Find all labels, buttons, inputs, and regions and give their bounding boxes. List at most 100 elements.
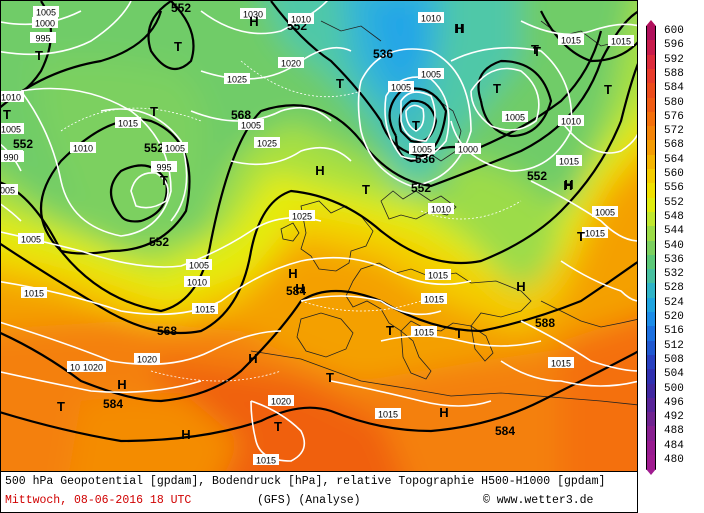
pressure-label: 1005 xyxy=(391,83,411,93)
legend-swatch xyxy=(646,83,656,98)
pressure-label: 1005 xyxy=(412,145,432,155)
legend-entry: 552 xyxy=(640,197,704,213)
legend-entry: 488 xyxy=(640,425,704,442)
legend-swatch xyxy=(646,140,656,156)
pressure-label: 1030 xyxy=(243,10,263,20)
legend-entry: 560 xyxy=(640,168,704,184)
pressure-label: 1020 xyxy=(281,59,301,69)
pressure-label-bg xyxy=(30,32,56,43)
pressure-label-bg xyxy=(224,73,250,84)
geopotential-contour xyxy=(40,118,191,255)
pressure-label: 1005 xyxy=(241,121,261,131)
legend-entry: 548 xyxy=(640,211,704,227)
pressure-label: 990 xyxy=(3,153,18,163)
thickness-line xyxy=(150,370,282,382)
legend-swatch xyxy=(646,369,656,384)
isobar xyxy=(380,335,542,347)
thickness-line xyxy=(300,300,422,312)
pressure-label-bg xyxy=(186,259,212,270)
legend-entry: 564 xyxy=(640,154,704,170)
pressure-label-bg xyxy=(288,13,314,24)
pressure-label-bg xyxy=(1,151,24,162)
legend-entry: 596 xyxy=(640,39,704,56)
low-pressure-marker: T xyxy=(386,323,394,338)
pressure-label: 1005 xyxy=(1,186,15,196)
isobar xyxy=(520,320,637,372)
pressure-label: 995 xyxy=(35,34,50,44)
pressure-label: 1000 xyxy=(35,19,55,29)
low-pressure-marker: T xyxy=(531,42,539,57)
pressure-label: 1015 xyxy=(585,229,605,239)
legend-entry: 492 xyxy=(640,411,704,427)
isobar xyxy=(560,120,637,154)
high-pressure-marker: H xyxy=(288,266,297,281)
geopotential-label: 552 xyxy=(411,181,431,195)
pressure-label-bg xyxy=(558,34,584,45)
isobar xyxy=(1,203,22,222)
legend-value: 584 xyxy=(664,82,684,95)
isobar xyxy=(230,146,352,166)
pressure-label: 1000 xyxy=(458,145,478,155)
legend-entry: 600 xyxy=(640,25,704,41)
isobar xyxy=(200,1,329,35)
color-scale-legend: 600 596 592 588 584 580 576 572 568 564 560 556 552 5… xyxy=(640,20,704,476)
pressure-label-bg xyxy=(418,68,444,79)
legend-bottom-arrow xyxy=(646,469,656,476)
geopotential-label: 568 xyxy=(157,324,177,338)
pressure-label-bg xyxy=(582,227,608,238)
legend-entry: 512 xyxy=(640,340,704,356)
pressure-label-bg xyxy=(253,454,279,465)
legend-swatch xyxy=(646,126,656,141)
legend-swatch xyxy=(646,283,656,299)
pressure-label: 1025 xyxy=(292,212,312,222)
legend-swatch xyxy=(646,440,656,456)
pressure-label: 1015 xyxy=(559,157,579,167)
legend-entry: 500 xyxy=(640,383,704,399)
geopotential-contour xyxy=(477,59,553,138)
legend-swatch xyxy=(646,26,656,41)
isobar xyxy=(400,91,436,142)
thickness-line xyxy=(240,60,362,98)
geopotential-label: 588 xyxy=(535,316,555,330)
legend-entry: 484 xyxy=(640,440,704,456)
pressure-label: 1005 xyxy=(165,144,185,154)
geopotential-label: 552 xyxy=(149,235,169,249)
isobar xyxy=(300,295,442,316)
low-pressure-marker: T xyxy=(3,107,11,122)
legend-value: 588 xyxy=(664,67,684,80)
pressure-label-bg xyxy=(268,395,294,406)
coastline xyxy=(280,222,300,242)
legend-entry: 540 xyxy=(640,240,704,256)
pressure-label-bg xyxy=(134,353,160,364)
high-pressure-marker: H xyxy=(181,427,190,442)
pressure-label: 1015 xyxy=(24,289,44,299)
legend-swatch xyxy=(646,169,656,184)
pressure-label: 1020 xyxy=(83,363,103,373)
pressure-label-bg xyxy=(254,137,280,148)
legend-value: 536 xyxy=(664,253,684,266)
legend-entry: 480 xyxy=(640,454,704,470)
isobar xyxy=(190,106,332,122)
pressure-label-bg xyxy=(289,210,315,221)
pressure-label-bg xyxy=(80,361,106,372)
high-pressure-marker: H xyxy=(454,21,463,36)
legend-value: 596 xyxy=(664,39,684,52)
pressure-label: 1010 xyxy=(421,14,441,24)
pressure-label-bg xyxy=(1,184,18,195)
legend-swatch xyxy=(646,297,656,313)
geopotential-label: 536 xyxy=(373,47,393,61)
high-pressure-marker: H xyxy=(455,21,464,36)
legend-swatch xyxy=(646,269,656,284)
pressure-label: 1015 xyxy=(561,36,581,46)
coastline xyxy=(300,200,374,272)
geopotential-contour xyxy=(147,1,195,71)
pressure-label-bg xyxy=(162,142,188,153)
pressure-label: 995 xyxy=(156,163,171,173)
isobar xyxy=(1,371,202,394)
geopotential-label: 584 xyxy=(495,424,515,438)
caption-credit: © www.wetter3.de xyxy=(483,494,594,507)
pressure-label-bg xyxy=(192,303,218,314)
legend-value: 528 xyxy=(664,282,684,295)
pressure-label-bg xyxy=(455,143,481,154)
pressure-label: 1015 xyxy=(414,328,434,338)
